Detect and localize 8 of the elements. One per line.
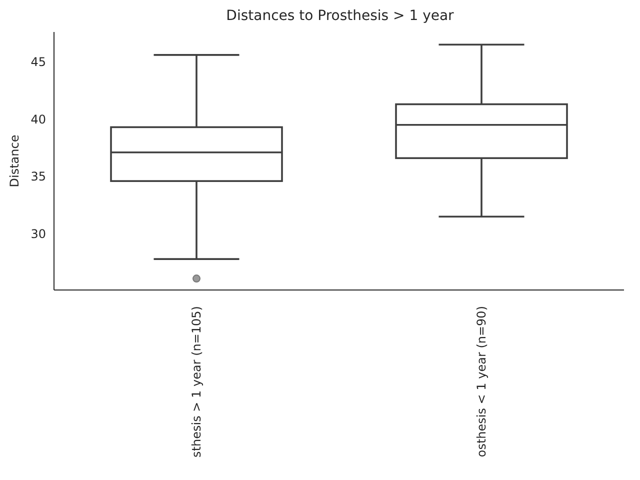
y-tick-label: 35 [30,170,46,184]
x-tick-label: osthesis < 1 year (n=90) [474,306,488,458]
y-axis-title: Distance [7,134,22,188]
y-tick-label: 30 [30,227,46,242]
y-tick-label: 40 [30,112,46,126]
x-tick-label: sthesis > 1 year (n=105) [190,306,204,458]
chart-title: Distances to Prosthesis > 1 year [225,8,455,26]
y-tick-label: 45 [30,55,46,70]
